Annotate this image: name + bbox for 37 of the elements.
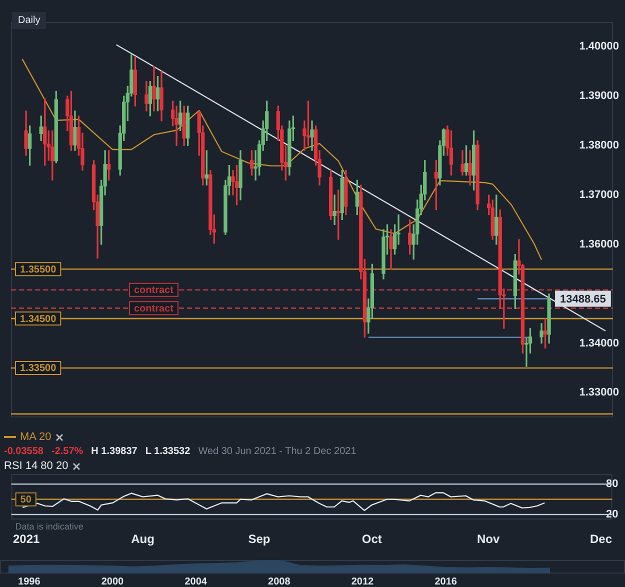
candlestick (310, 120, 314, 151)
ref-line-label: contract (134, 285, 174, 296)
x-tick-label: 2008 (268, 576, 291, 587)
ref-line-label: 1.34500 (20, 314, 57, 325)
x-tick-label: Aug (131, 532, 154, 546)
x-tick-label: Sep (248, 532, 270, 546)
x-tick-label: Dec (590, 532, 612, 546)
text: L 1.33532 (145, 446, 190, 456)
y-tick-label: 1.33000 (579, 386, 619, 399)
ref-line-label: 1.35500 (20, 264, 57, 276)
annotation: 13488.65 (560, 293, 606, 306)
y-tick-label: 1.40000 (579, 40, 619, 53)
text: -0.03558 (4, 446, 44, 456)
y-tick-label: 1.39000 (579, 90, 619, 102)
x-tick-label: Nov (476, 532, 500, 546)
text: Wed 30 Jun 2021 - Thu 2 Dec 2021 (198, 446, 356, 456)
y-tick-label: 1.38000 (579, 140, 619, 152)
x-tick-label: 2004 (184, 576, 208, 587)
x-tick-label: Oct (362, 532, 382, 546)
legend-label: MA 20 (20, 431, 52, 443)
text: -2.57% (51, 446, 84, 456)
ref-line-label: contract (134, 303, 174, 314)
chart-title: Daily (12, 12, 46, 29)
x-tick-label: 2000 (101, 576, 124, 587)
x-tick-label: 1996 (18, 576, 41, 587)
y-tick-label: 1.36000 (579, 238, 619, 250)
x-tick-label: 2021 (12, 532, 40, 546)
ref-line-label: 50 (20, 494, 32, 506)
ref-line-label: 1.33500 (20, 363, 57, 374)
x-tick-label: 2016 (434, 576, 458, 587)
text: Data is indicative (15, 522, 84, 532)
candlestick (332, 194, 336, 225)
y-tick-label: 1.37000 (579, 189, 619, 202)
x-tick-label: 2012 (351, 576, 374, 587)
text: H 1.39837 (91, 446, 138, 456)
y-tick-label: 1.34000 (579, 337, 619, 350)
chart-title: RSI 14 80 20 (4, 460, 68, 472)
